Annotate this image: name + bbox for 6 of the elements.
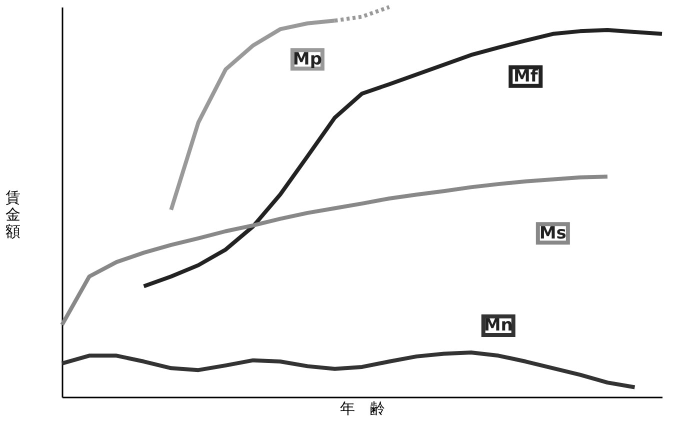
x-axis-title: 年 齢 (340, 400, 385, 418)
y-axis-title: 賃金額 (6, 188, 20, 240)
series-label: Mn (484, 316, 513, 336)
series-label: Mp (292, 49, 322, 70)
series-label: Mf (513, 66, 538, 87)
text: Ms (539, 223, 566, 244)
